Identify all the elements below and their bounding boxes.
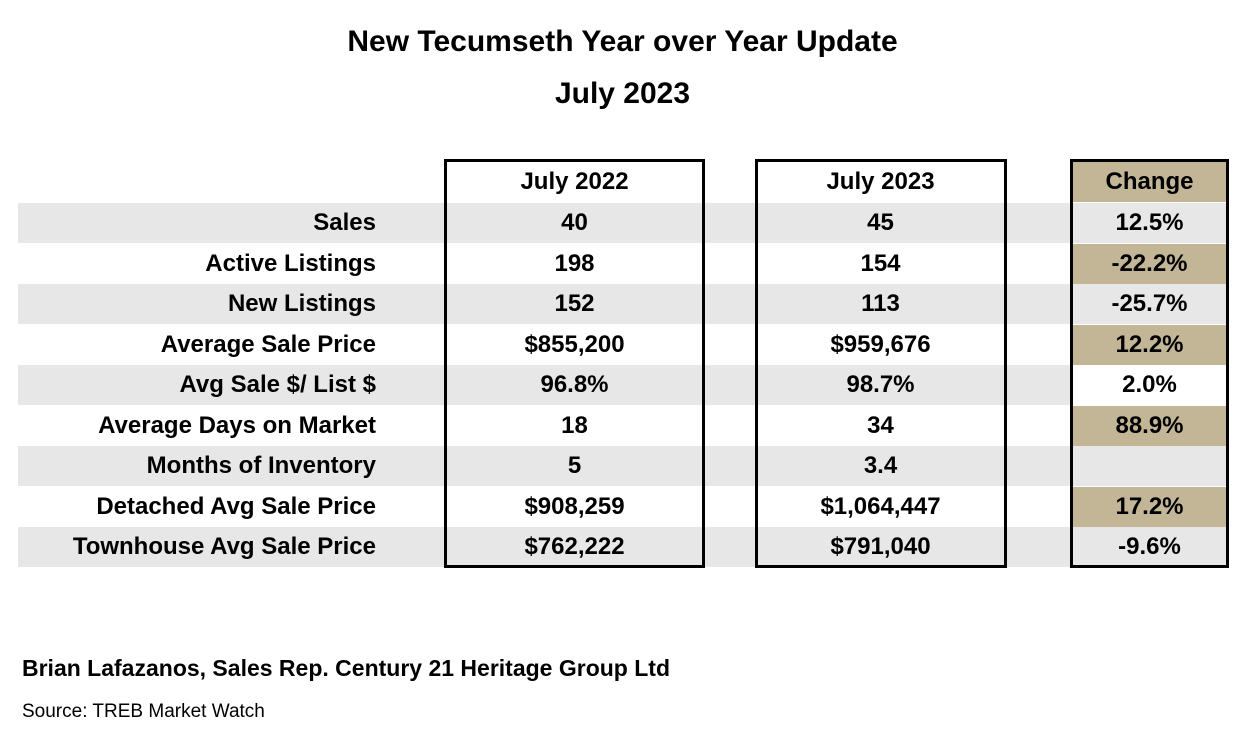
- page-title: New Tecumseth Year over Year Update: [347, 25, 898, 58]
- cell-sales-2023: 45: [867, 209, 894, 236]
- cell-detached-avg-price-change: 17.2%: [1073, 487, 1226, 527]
- cell-detached-avg-price-2022: $908,259: [524, 493, 625, 520]
- cell-average-sale-price-2022: $855,200: [524, 331, 625, 358]
- row-background: [18, 284, 1226, 324]
- row-label-days-on-market: Average Days on Market: [98, 412, 376, 439]
- row-label-sale-to-list: Avg Sale $/ List $: [179, 371, 376, 398]
- cell-new-listings-2022: 152: [554, 290, 595, 317]
- page-subtitle: July 2023: [554, 77, 691, 110]
- cell-days-on-market-change: 88.9%: [1073, 406, 1226, 446]
- row-background: [18, 365, 1226, 405]
- header-july-2023: July 2023: [826, 168, 935, 195]
- cell-detached-avg-price-2023: $1,064,447: [820, 493, 941, 520]
- cell-sales-2022: 40: [561, 209, 588, 236]
- attribution-text: Brian Lafazanos, Sales Rep. Century 21 H…: [22, 655, 670, 681]
- cell-average-sale-price-2023: $959,676: [830, 331, 931, 358]
- row-label-new-listings: New Listings: [227, 290, 376, 317]
- row-background: [18, 203, 1226, 243]
- cell-days-on-market-2023: 34: [867, 412, 894, 439]
- cell-sales-change: 12.5%: [1115, 209, 1184, 236]
- row-background: [18, 527, 1226, 567]
- header-july-2022: July 2022: [520, 168, 629, 195]
- cell-active-listings-change: -22.2%: [1073, 244, 1226, 284]
- cell-active-listings-2023: 154: [860, 250, 901, 277]
- cell-months-of-inventory-2023: 3.4: [863, 452, 898, 479]
- cell-townhouse-avg-price-2022: $762,222: [524, 533, 625, 560]
- cell-active-listings-2022: 198: [554, 250, 595, 277]
- source-text: Source: TREB Market Watch: [22, 701, 265, 722]
- row-background: [18, 446, 1226, 486]
- header-change: Change: [1073, 162, 1226, 202]
- cell-sale-to-list-2023: 98.7%: [846, 371, 915, 398]
- cell-average-sale-price-change: 12.2%: [1073, 325, 1226, 365]
- row-label-sales: Sales: [313, 209, 376, 236]
- row-label-average-sale-price: Average Sale Price: [160, 331, 376, 358]
- row-label-detached-avg-price: Detached Avg Sale Price: [96, 493, 376, 520]
- cell-new-listings-change: -25.7%: [1111, 290, 1188, 317]
- cell-sale-to-list-2022: 96.8%: [540, 371, 609, 398]
- row-label-townhouse-avg-price: Townhouse Avg Sale Price: [72, 533, 376, 560]
- cell-townhouse-avg-price-change: -9.6%: [1118, 533, 1181, 560]
- cell-new-listings-2023: 113: [861, 290, 900, 317]
- cell-days-on-market-2022: 18: [561, 412, 588, 439]
- cell-months-of-inventory-2022: 5: [567, 452, 582, 479]
- cell-sale-to-list-change: 2.0%: [1073, 365, 1226, 405]
- row-label-active-listings: Active Listings: [205, 250, 376, 277]
- row-label-months-of-inventory: Months of Inventory: [146, 452, 376, 479]
- cell-townhouse-avg-price-2023: $791,040: [830, 533, 931, 560]
